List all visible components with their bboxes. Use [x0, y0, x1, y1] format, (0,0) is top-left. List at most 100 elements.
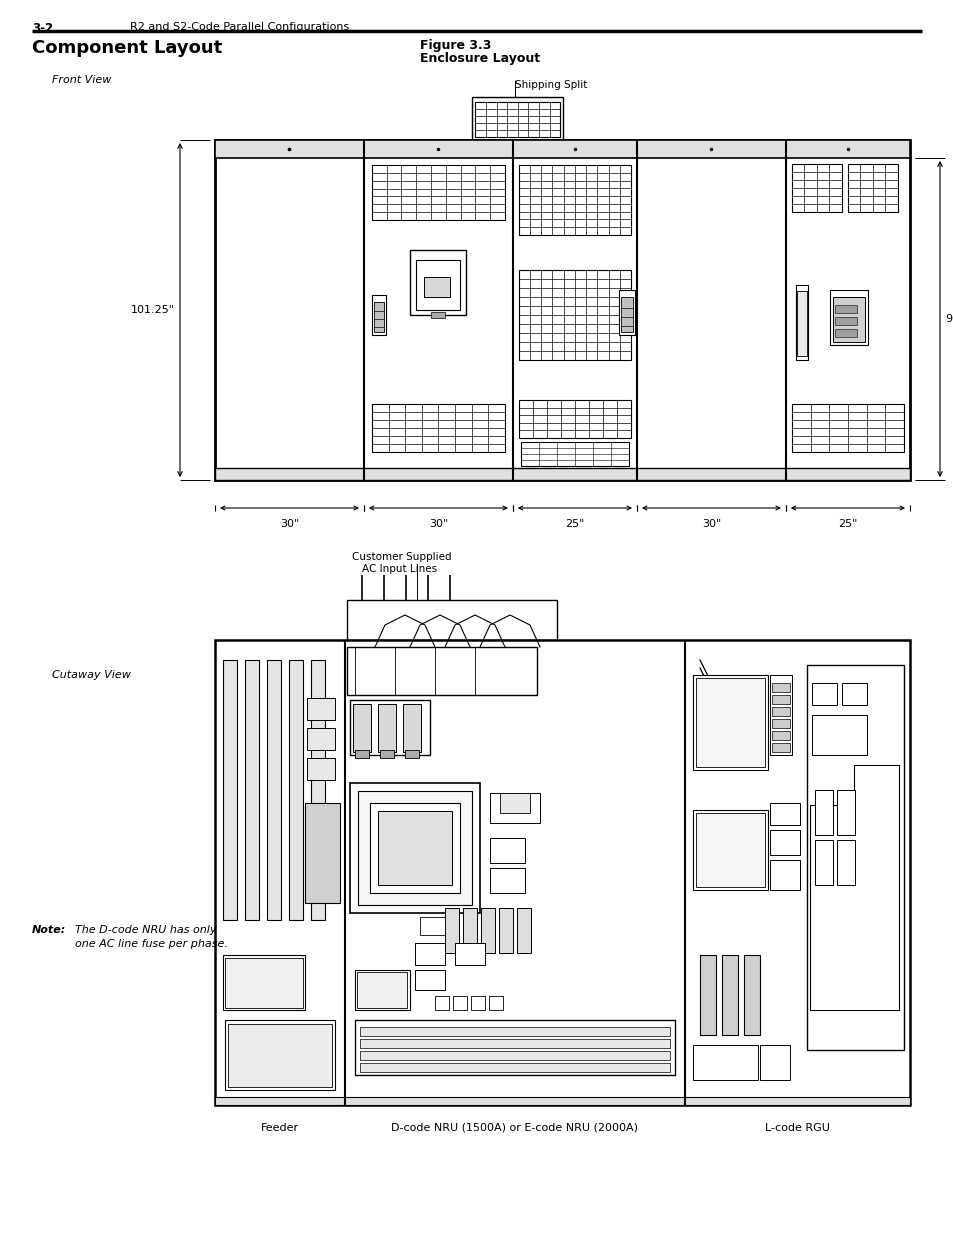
Bar — [289, 659, 303, 920]
Bar — [771, 743, 789, 752]
Bar — [490, 839, 524, 863]
Bar — [377, 704, 395, 752]
Text: 101.25": 101.25" — [131, 305, 174, 315]
Bar — [769, 830, 800, 855]
Bar — [771, 695, 789, 704]
Text: Figure 3.3: Figure 3.3 — [419, 40, 491, 52]
Bar — [223, 955, 305, 1010]
Bar — [811, 715, 866, 755]
Bar — [356, 972, 407, 1008]
Bar — [692, 1045, 758, 1079]
Text: Note:: Note: — [32, 925, 66, 935]
Bar — [814, 840, 832, 885]
Bar — [372, 404, 504, 452]
Bar — [490, 868, 524, 893]
Bar — [769, 803, 800, 825]
Bar — [372, 295, 386, 335]
Text: Cutaway View: Cutaway View — [52, 671, 131, 680]
Bar — [350, 700, 430, 755]
Bar — [359, 1028, 669, 1036]
Bar — [498, 908, 513, 953]
Text: one AC line fuse per phase.: one AC line fuse per phase. — [75, 939, 228, 948]
Bar — [806, 664, 903, 1050]
Bar — [520, 442, 628, 466]
Bar — [374, 303, 383, 332]
Bar — [402, 704, 420, 752]
Text: Customer Supplied: Customer Supplied — [352, 552, 451, 562]
Bar — [307, 758, 335, 781]
Bar — [743, 955, 760, 1035]
Bar — [350, 783, 479, 913]
Bar — [307, 727, 335, 750]
Bar — [834, 329, 856, 337]
Bar — [696, 813, 764, 887]
Bar — [431, 312, 445, 317]
Bar — [214, 140, 909, 158]
Bar — [771, 683, 789, 692]
Bar — [518, 270, 630, 359]
Bar — [795, 285, 807, 359]
Bar — [471, 995, 484, 1010]
Bar — [696, 678, 764, 767]
Text: 25": 25" — [564, 519, 584, 529]
Bar — [791, 164, 841, 212]
Bar — [214, 640, 909, 1105]
Bar — [791, 404, 903, 452]
Bar — [355, 750, 369, 758]
Bar — [359, 1039, 669, 1049]
Bar — [490, 793, 539, 823]
Bar — [834, 317, 856, 325]
Bar — [370, 803, 459, 893]
Bar — [489, 995, 502, 1010]
Bar — [223, 659, 236, 920]
Bar — [472, 98, 563, 140]
Text: 30": 30" — [279, 519, 299, 529]
Bar — [771, 731, 789, 740]
Text: 25": 25" — [838, 519, 857, 529]
Bar — [379, 750, 394, 758]
Bar — [228, 1024, 332, 1087]
Text: D-code NRU (1500A) or E-code NRU (2000A): D-code NRU (1500A) or E-code NRU (2000A) — [391, 1123, 638, 1132]
Bar — [355, 1020, 675, 1074]
Bar — [435, 995, 449, 1010]
Text: The D-code NRU has only: The D-code NRU has only — [75, 925, 216, 935]
Bar — [518, 165, 630, 235]
Bar — [359, 1063, 669, 1072]
Bar — [836, 840, 854, 885]
Bar — [769, 676, 791, 755]
Bar — [814, 790, 832, 835]
Text: 30": 30" — [428, 519, 448, 529]
Bar — [620, 296, 632, 332]
Bar — [499, 793, 530, 813]
Bar — [419, 918, 444, 935]
Bar — [455, 944, 484, 965]
Bar — [214, 1097, 909, 1105]
Text: Feeder: Feeder — [261, 1123, 298, 1132]
Bar — [480, 908, 495, 953]
Bar — [415, 969, 444, 990]
Bar — [841, 683, 866, 705]
Bar — [836, 790, 854, 835]
Bar — [811, 683, 836, 705]
Bar — [416, 261, 460, 310]
Bar — [796, 291, 806, 356]
Bar — [225, 1020, 335, 1091]
Bar — [245, 659, 258, 920]
Bar — [214, 468, 909, 480]
Bar — [700, 955, 716, 1035]
Bar — [307, 698, 335, 720]
Bar — [311, 659, 325, 920]
Text: Enclosure Layout: Enclosure Layout — [419, 52, 539, 65]
Bar — [518, 400, 630, 438]
Bar — [847, 164, 897, 212]
Bar — [832, 296, 864, 342]
Bar — [347, 600, 557, 640]
Bar — [692, 810, 767, 890]
Bar — [444, 908, 458, 953]
Text: 30": 30" — [701, 519, 720, 529]
Bar — [769, 860, 800, 890]
Bar — [405, 750, 418, 758]
Text: AC Input Lines: AC Input Lines — [361, 564, 436, 574]
Bar — [760, 1045, 789, 1079]
Bar — [415, 944, 444, 965]
